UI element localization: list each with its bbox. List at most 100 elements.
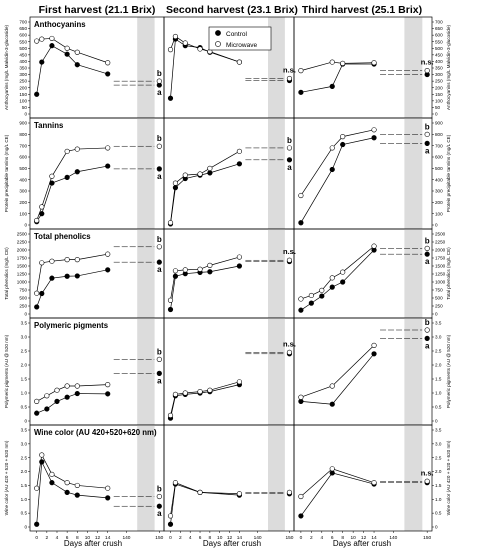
data-point-microwave — [207, 262, 213, 268]
panel-4-3: 0 0.5 1.0 1.5 2.0 2.5 3.0 3.5 b a Polymeric pigmen… — [293, 317, 451, 426]
shaded-region — [137, 425, 155, 531]
shaded-region — [404, 318, 423, 425]
data-point-control — [329, 284, 335, 290]
data-point-control — [64, 273, 70, 279]
data-point-microwave — [39, 36, 45, 42]
data-point-microwave — [197, 46, 203, 52]
data-point-control — [167, 95, 174, 101]
y-tick-label-right: 2.0 — [435, 363, 442, 368]
data-point-control — [329, 166, 335, 173]
y-tick-label: 600 — [19, 155, 27, 160]
y-tick-label: 2000 — [17, 248, 28, 253]
sig-letter: a — [425, 341, 430, 350]
y-axis-label: Wine color (AU 420 + 520 + 620 nm) — [4, 440, 9, 515]
data-point-control — [49, 480, 55, 486]
y-tick-label: 100 — [19, 211, 27, 216]
data-point-microwave — [167, 297, 174, 303]
x-tick-label: 2 — [46, 535, 49, 541]
y-tick-label: 1750 — [17, 256, 28, 261]
data-point-microwave — [64, 480, 70, 486]
data-point-control — [156, 370, 162, 377]
y-tick-label-right: 350 — [435, 66, 443, 71]
y-tick-label-right: 400 — [435, 59, 443, 64]
y-tick-label: 1.0 — [21, 497, 28, 502]
series-line-microwave — [170, 151, 240, 223]
y-tick-label-right: 1.0 — [435, 497, 442, 502]
x-axis-label-2: Days after crush — [203, 539, 261, 548]
y-tick-label: 0.5 — [21, 511, 28, 516]
data-point-control — [54, 398, 60, 405]
data-point-microwave — [182, 390, 188, 396]
data-point-microwave — [156, 244, 162, 250]
y-tick-label: 500 — [19, 296, 27, 301]
shaded-region — [137, 229, 155, 318]
y-tick-label-right: 500 — [435, 166, 443, 171]
panel-3-2: n.s. — [163, 228, 296, 319]
data-point-control — [424, 335, 430, 342]
panel-3-1: 0 250 500 750 1000 1250 1500 1750 2000 2250 2500 b a… — [4, 228, 165, 319]
data-point-control — [286, 157, 293, 163]
data-point-microwave — [156, 143, 162, 149]
data-point-microwave — [74, 482, 80, 489]
y-tick-label-right: 900 — [435, 121, 443, 126]
sig-letter: a — [425, 146, 430, 155]
shaded-region — [268, 425, 285, 531]
y-tick-label-right: 1.5 — [435, 483, 442, 488]
y-tick-label-right: 450 — [435, 52, 443, 57]
data-point-control — [49, 275, 55, 281]
x-tick-label: 4 — [320, 535, 323, 541]
y-tick-label-right: 1500 — [435, 264, 446, 269]
legend-control-marker — [215, 30, 221, 36]
series-line-microwave — [170, 256, 240, 301]
y-tick-label-right: 250 — [435, 304, 443, 309]
data-point-control — [340, 279, 346, 285]
data-point-microwave — [329, 466, 335, 472]
sig-letter: n.s. — [283, 247, 296, 256]
legend: Control Microwave — [208, 26, 272, 51]
y-tick-label-right: 1000 — [435, 280, 446, 285]
data-point-microwave — [298, 493, 304, 500]
data-point-microwave — [64, 383, 70, 389]
data-point-microwave — [182, 172, 188, 178]
data-point-control — [49, 43, 55, 49]
panel-title: Polymeric pigments — [34, 321, 109, 330]
x-tick-label: 14 — [371, 535, 377, 541]
data-point-control — [74, 273, 80, 279]
data-point-microwave — [105, 60, 111, 66]
y-tick-label-right: 0.5 — [435, 511, 442, 516]
column-titles: First harvest (21.1 Brix) Second harvest… — [39, 4, 422, 16]
y-tick-label: 250 — [19, 304, 27, 309]
y-tick-label: 3.5 — [21, 428, 28, 433]
data-point-microwave — [64, 148, 70, 154]
data-point-control — [64, 489, 70, 495]
y-tick-label-right: 200 — [435, 200, 443, 205]
data-point-microwave — [340, 269, 346, 275]
data-point-microwave — [298, 68, 304, 74]
y-tick-label: 0 — [24, 223, 27, 228]
y-tick-label-right: 750 — [435, 288, 443, 293]
data-point-microwave — [424, 131, 430, 137]
y-tick-label-right: 300 — [435, 189, 443, 194]
data-point-microwave — [182, 40, 188, 46]
x-tick-label: 12 — [95, 535, 101, 541]
y-tick-label: 0 — [24, 312, 27, 317]
y-tick-label: 3.5 — [21, 321, 28, 326]
data-point-control — [207, 170, 213, 176]
series-line-microwave — [300, 468, 375, 497]
sig-letter: b — [157, 485, 162, 494]
y-tick-label: 800 — [19, 132, 27, 137]
y-axis-label: Protein precipitable tannins (mg/L CE) — [4, 134, 9, 212]
data-point-microwave — [340, 134, 346, 140]
x-tick-label: 4 — [56, 535, 59, 541]
data-point-microwave — [54, 387, 60, 393]
y-tick-label: 900 — [19, 121, 27, 126]
data-point-control — [105, 71, 111, 77]
y-axis-label-right: Polymeric pigments (AU @ 520 nm) — [446, 334, 451, 408]
sig-letter: b — [157, 347, 162, 356]
data-point-microwave — [167, 513, 174, 519]
y-tick-label-right: 800 — [435, 132, 443, 137]
column-title-1: First harvest (21.1 Brix) — [39, 4, 156, 16]
data-point-control — [329, 401, 335, 407]
y-tick-label: 2500 — [17, 232, 28, 237]
legend-control-label: Control — [226, 31, 248, 38]
